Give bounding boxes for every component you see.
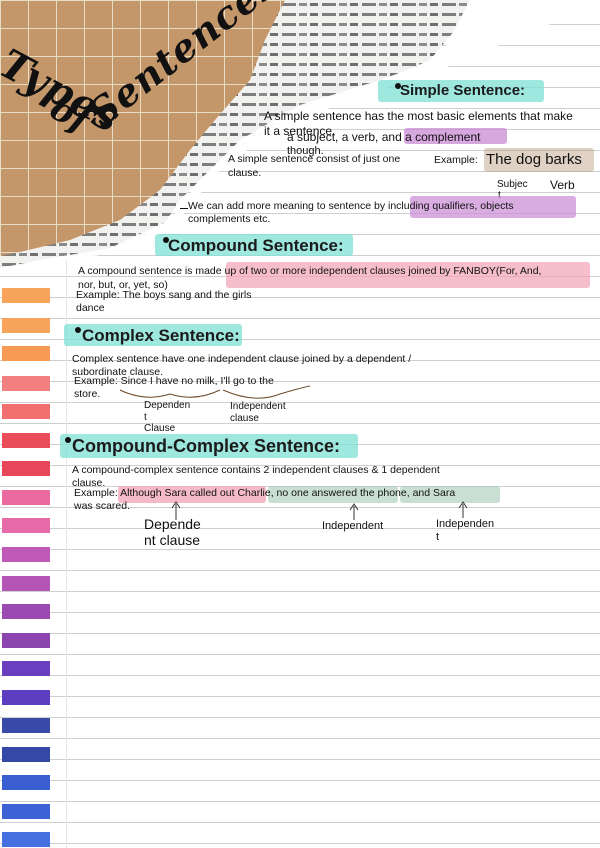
tab-blue-1 [2,775,50,790]
torn-paper-header [0,0,600,272]
simple-consist-line2: clause. [228,167,262,179]
tab-pink-2 [2,518,50,533]
cc-example-c: no one answered the phone, and Sara [273,487,456,499]
tab-violet-1 [2,604,50,619]
simple-subject-label: Subjec [497,179,528,190]
cc-arrows [171,501,468,520]
simple-verb-label: Verb [550,178,575,192]
tab-orange-2 [2,318,50,333]
tab-red-1 [2,433,50,448]
heading-simple: Simple Sentence: [400,82,526,99]
margin-line [66,0,67,848]
bullet-complex [75,327,81,333]
complex-dep-line2: t [144,412,147,423]
complex-def-line2: subordinate clause. [72,366,164,378]
cc-example-b: Although Sara called out Charlie, [120,487,274,499]
highlight-compound-heading [155,234,353,256]
compound-example-line1: Example: The boys sang and the girls [76,289,252,301]
simple-more-line1: We can add more meaning to sentence by i… [188,200,514,212]
complex-def-line1: Complex sentence have one independent cl… [72,353,412,365]
complex-indep-line2: clause [230,413,259,424]
cc-indep-1: Independent [322,520,384,532]
highlight-simple-heading [378,80,544,102]
tab-orange-1 [2,288,50,303]
title-line-3: Sentences [80,0,287,136]
tab-navy-2 [2,747,50,762]
highlight-example-simple [484,148,594,172]
bullet-compound [163,237,169,243]
highlight-cc-independent-1 [268,486,398,503]
tab-salmon-1 [2,376,50,391]
highlight-compound-def [226,262,590,288]
simple-more-a: We can add more meaning to sentence by i… [188,200,433,212]
tab-magenta-2 [2,576,50,591]
simple-more-b: qualifiers, objects [432,200,514,212]
page-title: Types of Sentences [0,0,300,220]
complex-dep-line1: Dependen [144,400,191,411]
tab-pink-1 [2,490,50,505]
heading-compound: Compound Sentence: [168,236,344,256]
simple-though: though. [287,145,324,157]
bullet-cc [65,437,71,443]
heading-compound-complex: Compound-Complex Sentence: [72,436,341,456]
cc-example-line1: Example: Although Sara called out Charli… [74,487,455,499]
bullet-simple [395,83,401,89]
tab-blue-3 [2,832,50,847]
simple-intro-line3: a subject, a verb, and a complement [287,131,480,143]
complex-dep-line3: Clause [144,423,176,434]
cc-example-a: Example: [74,487,121,499]
complex-braces [119,385,311,399]
tab-violet-2 [2,633,50,648]
simple-intro-line2: it a sentence. [264,124,336,138]
highlight-cc-heading [60,434,358,458]
heading-compound-text: Compound Sentence [168,236,339,255]
cc-def-line1: A compound-complex sentence contains 2 i… [72,464,440,476]
compound-def-line1: A compound sentence is made up of two or… [78,265,541,277]
simple-intro-line1: A simple sentence has the most basic ele… [264,109,573,123]
heading-compound-colon: : [338,236,344,255]
highlight-cc-independent-2 [400,486,500,503]
cc-example-line2: was scared. [74,500,131,512]
tab-magenta-1 [2,547,50,562]
compound-def-a: A compound sentence is ma [78,265,210,277]
tab-blue-2 [2,804,50,819]
highlight-complement [404,128,507,144]
cc-dep-line2: nt clause [144,532,201,548]
tab-red-2 [2,461,50,476]
compound-def-line2: nor, but, or, yet, so) [78,279,168,291]
simple-more-dash [180,208,188,209]
simple-intro-line3-b: a complement [405,130,481,144]
cc-dep-line1: Depende [144,516,201,532]
compound-example-line2: dance [76,302,105,314]
simple-subject-label-2: t [498,190,501,201]
complex-example-line2: store. [74,388,101,400]
tab-salmon-2 [2,404,50,419]
simple-more-line2: complements etc. [188,213,271,225]
highlight-cc-dependent [118,486,266,503]
cc-indep-2-line1: Independen [436,518,495,530]
simple-example-text: The dog barks [486,151,582,168]
highlight-complex-heading [64,324,242,346]
compound-def-b: de up of two or more independent clauses… [209,265,542,277]
tab-navy-1 [2,718,50,733]
cc-indep-2-line2: t [436,531,440,543]
complex-example-line1: Example: Since I have no milk, I'll go t… [74,375,274,387]
simple-consist-line1: A simple sentence consist of just one [228,153,401,165]
heading-complex: Complex Sentence: [82,326,240,345]
tab-indigo-2 [2,690,50,705]
cc-def-line2: clause. [72,477,106,489]
simple-example-label: Example: [434,154,478,166]
tab-orange-3 [2,346,50,361]
tab-indigo-1 [2,661,50,676]
complex-indep-line1: Independent [230,401,286,412]
simple-intro-line3-a: a subject, a verb, and [287,130,406,144]
highlight-qualifiers [410,196,576,218]
